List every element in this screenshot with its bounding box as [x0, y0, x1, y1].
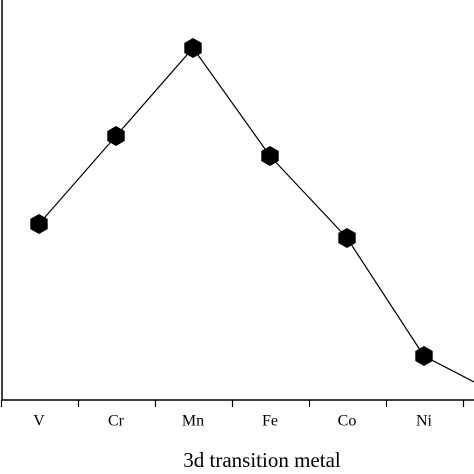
x-axis-title: 3d transition metal [183, 448, 341, 472]
marker [184, 38, 202, 58]
marker [415, 346, 433, 366]
x-tick-label: Ni [416, 413, 433, 430]
marker [107, 126, 125, 146]
x-tick-label: Co [338, 413, 357, 430]
x-tick-label: V [33, 413, 45, 430]
marker [338, 228, 356, 248]
x-tick-label: Mn [182, 413, 204, 430]
x-tick-label: Cr [108, 413, 125, 430]
line [38, 47, 474, 383]
x-tick-label: Fe [262, 413, 278, 430]
marker [30, 214, 48, 234]
marker [261, 146, 279, 166]
